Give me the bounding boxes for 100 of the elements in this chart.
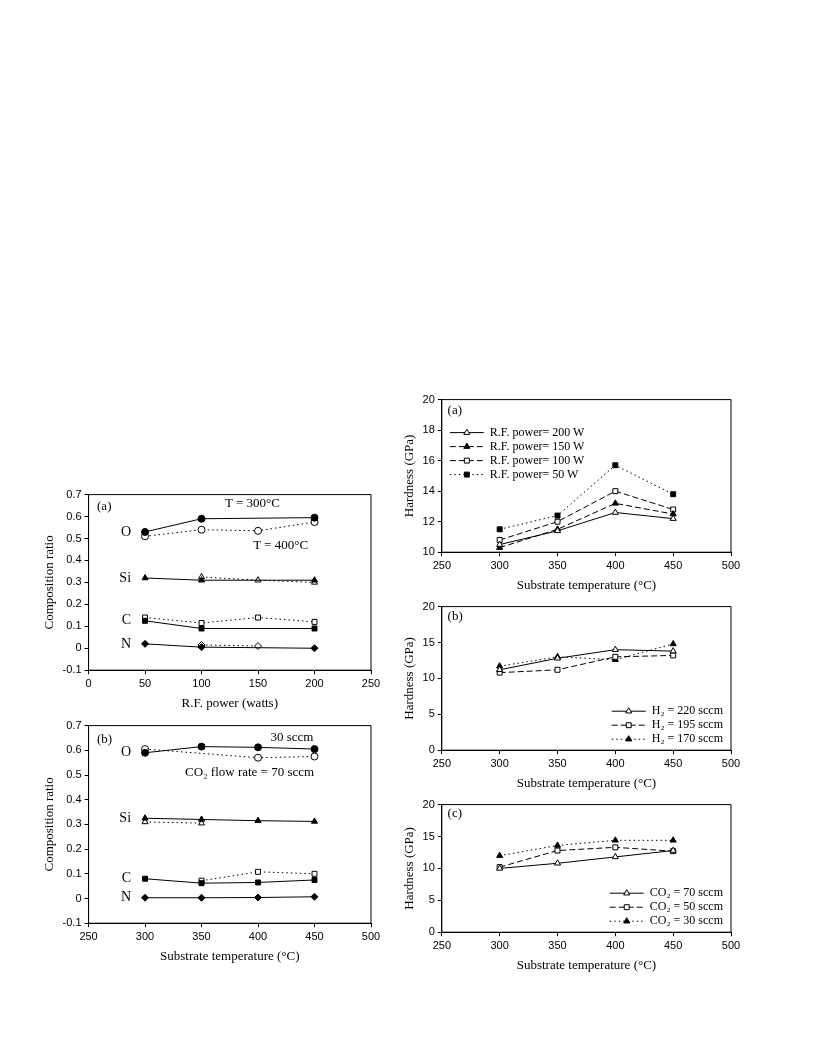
legend-label: H₂ = 170 sccm [651,731,724,746]
y-axis-title: Composition ratio [41,777,57,872]
x-tick-label: 300 [135,929,155,942]
legend-label: CO₂ = 50 sccm [649,899,724,914]
y-axis-title: Hardness (GPa) [401,827,417,910]
y-tick-label: 15 [422,635,435,648]
legend-label: R.F. power= 150 W [489,438,586,453]
y-tick-label: 0.7 [66,487,82,500]
x-tick-label: 400 [606,558,625,571]
series-label: O [120,744,132,760]
x-tick-label: 500 [721,756,741,769]
annotation: CO₂ flow rate = 70 sccm [184,764,315,780]
x-axis-title: Substrate temperature (°C) [516,576,657,592]
x-tick-label: 350 [548,558,567,571]
x-tick-label: 200 [305,676,324,689]
series-label: C [121,870,132,886]
y-tick-label: 15 [422,829,435,842]
y-tick-label: 0 [428,743,435,756]
annotation: (c) [447,804,463,820]
annotation: 30 sccm [270,728,314,744]
x-tick-label: 450 [305,929,324,942]
x-tick-label: 50 [138,676,152,689]
x-tick-label: 450 [663,938,683,951]
y-tick-label: 0.5 [66,768,82,781]
y-tick-label: 18 [422,423,435,436]
series-label: C [121,612,132,628]
x-tick-label: 500 [361,929,381,942]
legend-label: R.F. power= 200 W [489,424,586,439]
y-tick-label: 16 [422,453,435,466]
x-tick-label: 250 [79,929,98,942]
x-tick-label: 250 [432,558,452,571]
x-tick-label: 400 [606,938,625,951]
x-tick-label: 450 [663,558,683,571]
x-tick-label: 350 [192,929,211,942]
series-label: N [120,889,132,905]
x-tick-label: 250 [432,938,452,951]
y-tick-label: 0.4 [66,792,82,805]
legend-label: R.F. power= 50 W [489,466,580,481]
y-axis-title: Hardness (GPa) [401,637,417,720]
x-axis-title: R.F. power (watts) [181,694,278,710]
y-tick-label: 0.1 [66,619,82,632]
series-label: N [120,635,132,651]
legend-label: R.F. power= 100 W [489,452,586,467]
x-axis-title: Substrate temperature (°C) [516,774,657,790]
annotation: T = 400°C [253,536,309,552]
x-tick-label: 300 [490,756,509,769]
y-tick-label: 5 [428,707,435,720]
annotation: T = 300°C [224,494,280,510]
x-tick-label: 150 [248,676,268,689]
annotation: (a) [97,498,112,514]
y-tick-label: 5 [428,893,435,906]
y-tick-label: 0.2 [66,597,82,610]
x-tick-label: 250 [361,676,381,689]
x-axis-title: Substrate temperature (°C) [516,956,657,972]
y-tick-label: 10 [422,861,435,874]
x-tick-label: 500 [721,938,741,951]
series-label: Si [119,809,132,825]
x-tick-label: 350 [548,756,567,769]
annotation: (b) [447,608,463,624]
x-tick-label: 100 [192,676,211,689]
y-tick-label: 14 [422,484,435,497]
x-tick-label: 0 [85,676,92,689]
y-tick-label: -0.1 [62,916,82,929]
series-label: Si [119,569,132,585]
x-tick-label: 500 [721,558,741,571]
legend-label: H₂ = 220 sccm [651,703,724,718]
x-tick-label: 250 [432,756,452,769]
y-tick-label: 0.5 [66,531,82,544]
y-tick-label: 0 [75,641,82,654]
x-tick-label: 400 [248,929,268,942]
y-tick-label: 20 [422,599,435,612]
y-tick-label: 20 [422,392,435,405]
x-tick-label: 400 [606,756,625,769]
x-axis-title: Substrate temperature (°C) [160,947,300,963]
y-tick-label: 0.6 [66,509,82,522]
legend-label: CO₂ = 70 sccm [649,885,724,900]
y-tick-label: 0.7 [66,718,82,731]
y-tick-label: 0.6 [66,743,82,756]
y-tick-label: 0.4 [66,553,82,566]
annotation: (b) [97,730,113,746]
annotation: (a) [447,401,463,417]
legend-label: H₂ = 195 sccm [651,717,724,732]
y-tick-label: 10 [422,545,435,558]
y-tick-label: 20 [422,797,435,810]
y-tick-label: 0.1 [66,866,82,879]
x-tick-label: 450 [663,756,683,769]
legend-label: CO₂ = 30 sccm [649,913,724,928]
x-tick-label: 300 [490,938,509,951]
y-axis-title: Hardness (GPa) [401,434,417,518]
y-axis-title: Composition ratio [41,535,57,630]
y-tick-label: -0.1 [62,663,82,676]
y-tick-label: 0.3 [66,817,82,830]
x-tick-label: 300 [490,558,509,571]
y-tick-label: 0.2 [66,842,82,855]
y-tick-label: 10 [422,671,435,684]
y-tick-label: 0 [75,891,82,904]
series-label: O [120,523,132,539]
y-tick-label: 0.3 [66,575,82,588]
y-tick-label: 12 [422,514,435,527]
x-tick-label: 350 [548,938,567,951]
